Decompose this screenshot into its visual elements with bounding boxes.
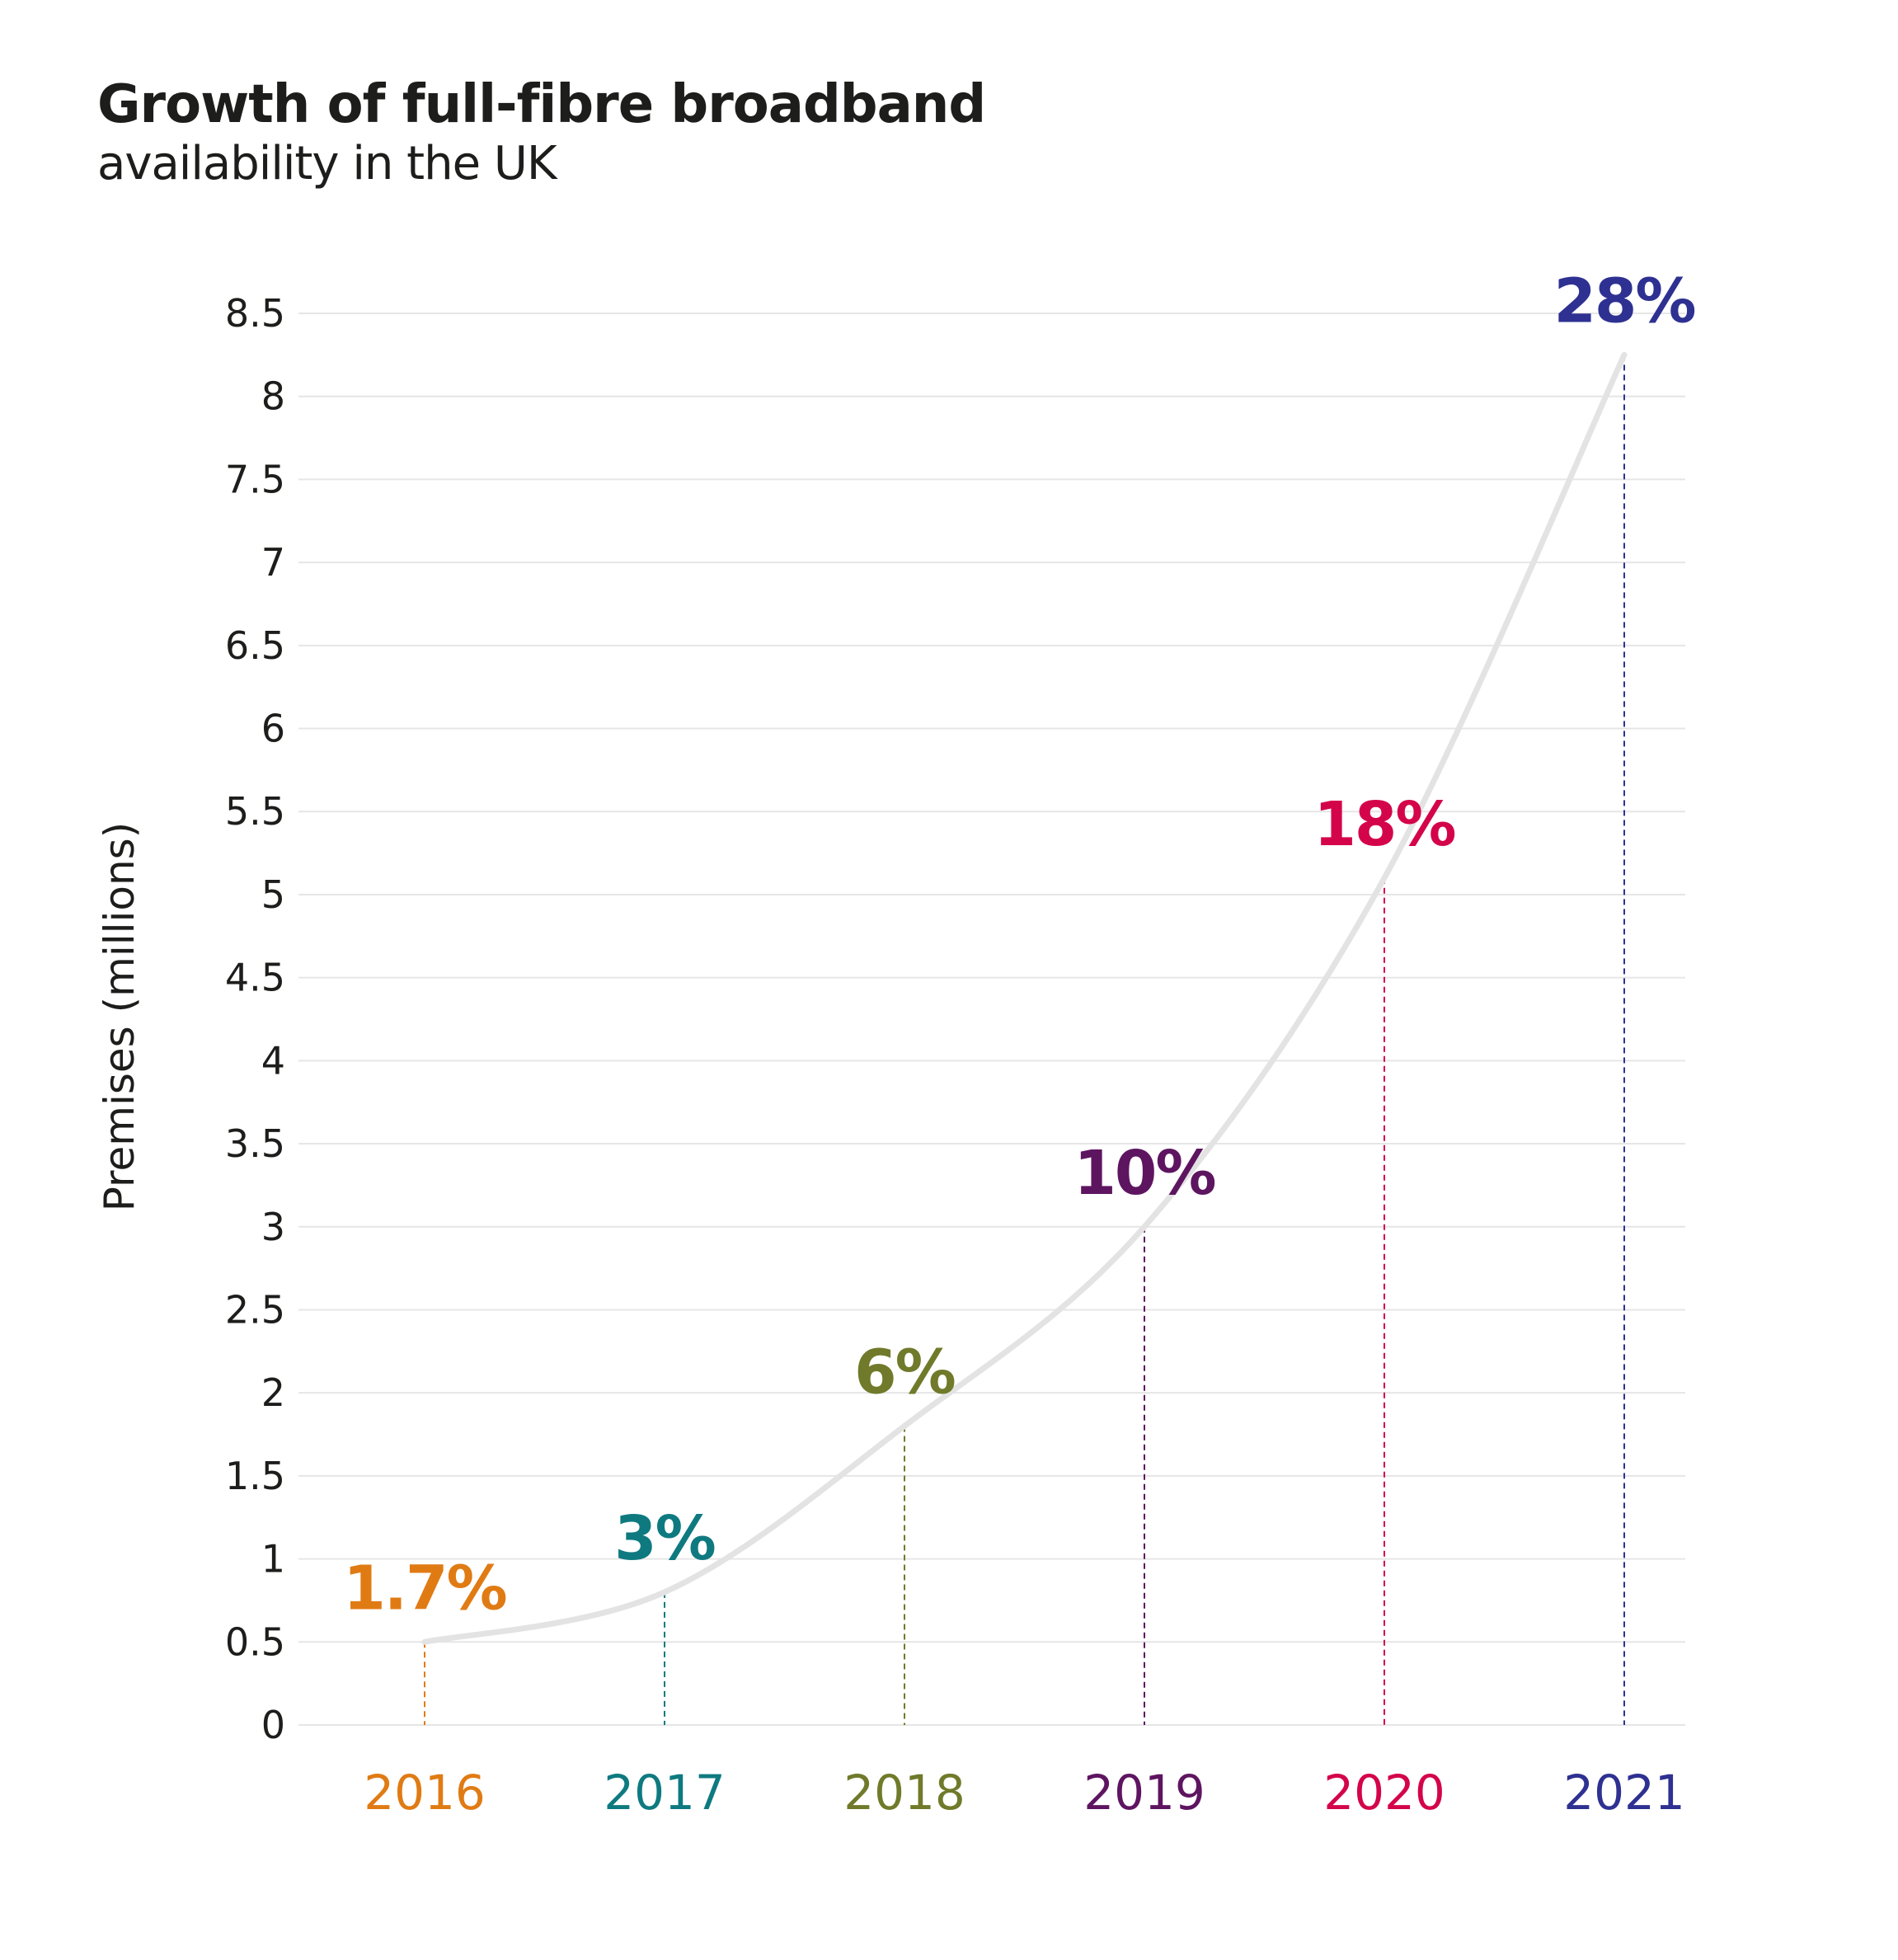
year-label-2020: 2020 — [1323, 1765, 1445, 1821]
y-tick-label: 5 — [261, 872, 285, 917]
pct-label-2020: 18% — [1313, 789, 1454, 860]
year-label-2021: 2021 — [1563, 1765, 1685, 1821]
year-label-2017: 2017 — [604, 1765, 726, 1821]
chart-title: Growth of full-fibre broadband — [97, 74, 986, 135]
y-tick-label: 2.5 — [225, 1287, 285, 1332]
pct-label-2021: 28% — [1553, 266, 1694, 336]
percentage-labels: 1.7% 3% 6% 10% 18% 28% — [343, 266, 1696, 1624]
y-tick-label: 3.5 — [225, 1121, 285, 1166]
y-tick-label: 6 — [261, 707, 285, 751]
y-tick-label: 6.5 — [225, 623, 285, 668]
year-label-2016: 2016 — [364, 1765, 486, 1821]
y-tick-label: 7 — [261, 540, 285, 585]
pct-label-2016: 1.7% — [343, 1553, 505, 1624]
y-tick-label: 0.5 — [225, 1619, 285, 1664]
year-label-2019: 2019 — [1083, 1765, 1205, 1821]
year-label-2018: 2018 — [843, 1765, 965, 1821]
pct-label-2017: 3% — [614, 1503, 715, 1574]
y-axis-label: Premises (millions) — [96, 822, 143, 1211]
y-tick-label: 3 — [261, 1205, 285, 1249]
y-tick-label: 4.5 — [225, 956, 285, 1000]
y-tick-label: 5.5 — [225, 789, 285, 834]
drop-lines — [424, 355, 1625, 1725]
y-tick-label: 8 — [261, 374, 285, 419]
series-line — [421, 351, 1628, 1645]
y-tick-label: 7.5 — [225, 457, 285, 501]
y-tick-label: 4 — [261, 1038, 285, 1083]
y-tick-label: 1.5 — [225, 1454, 285, 1498]
year-labels: 2016 2017 2018 2019 2020 2021 — [364, 1765, 1685, 1821]
y-tick-label: 1 — [261, 1537, 285, 1582]
pct-label-2019: 10% — [1073, 1138, 1214, 1209]
pct-label-2018: 6% — [854, 1337, 955, 1408]
title-block: Growth of full-fibre broadband availabil… — [97, 74, 986, 191]
y-tick-label: 0 — [261, 1703, 285, 1747]
y-tick-label: 2 — [261, 1370, 285, 1415]
y-axis-ticks: 0 0.5 1 1.5 2 2.5 3 3.5 4 4.5 5 5.5 6 6.5 7 7.5 8 8.5 — [225, 291, 285, 1747]
gridlines — [298, 313, 1685, 1726]
y-tick-label: 8.5 — [225, 291, 285, 336]
chart-subtitle: availability in the UK — [97, 137, 557, 191]
